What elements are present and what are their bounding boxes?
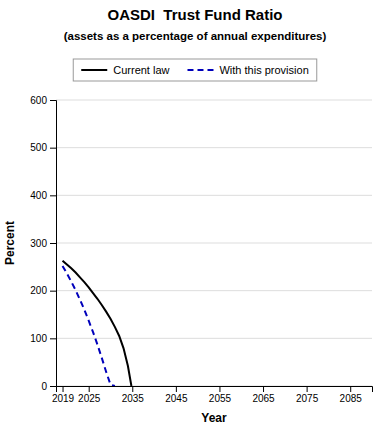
y-axis: 0 100 200 300 400 500 600	[30, 95, 56, 392]
tick: 400	[30, 190, 56, 201]
legend-swatch	[81, 69, 107, 71]
tick-mark	[350, 386, 351, 392]
tick-label: 2065	[252, 393, 275, 404]
tick-mark	[219, 386, 220, 392]
grid	[56, 100, 372, 386]
grid-line	[56, 338, 372, 339]
tick: 100	[30, 333, 56, 344]
grid-line	[56, 290, 372, 291]
grid-line	[56, 195, 372, 196]
tick-mark	[263, 386, 264, 392]
tick-label: 400	[30, 190, 47, 201]
tick-mark	[50, 386, 56, 387]
tick-label: 200	[30, 285, 47, 296]
axis-line	[57, 387, 373, 393]
tick-label: 600	[30, 95, 47, 106]
axis-line	[50, 101, 57, 387]
tick-mark	[132, 386, 133, 392]
legend-item: Current law	[81, 64, 169, 76]
tick-label: 2075	[296, 393, 319, 404]
x-axis-title: Year	[201, 411, 227, 425]
grid-line	[56, 243, 372, 244]
subtitle: (assets as a percentage of annual expend…	[64, 30, 327, 42]
tick: 2065	[252, 386, 275, 404]
tick-mark	[50, 338, 56, 339]
y-axis-title: Percent	[3, 221, 17, 265]
tick-label: 2025	[78, 393, 101, 404]
grid-line	[56, 147, 372, 148]
legend-item: With this provision	[187, 64, 308, 76]
grid-line	[56, 100, 372, 101]
tick: 2085	[340, 386, 363, 404]
tick: 300	[30, 238, 56, 249]
tick: 2075	[296, 386, 319, 404]
tick-mark	[50, 195, 56, 196]
tick: 600	[30, 95, 56, 106]
legend-label: With this provision	[219, 64, 308, 76]
tick-label: 2019	[52, 393, 75, 404]
tick-label: 2035	[122, 393, 145, 404]
tick-label: 300	[30, 238, 47, 249]
tick-label: 2085	[340, 393, 363, 404]
lines	[63, 261, 132, 386]
legend: Current law With this provision	[73, 59, 317, 81]
legend-swatch	[187, 69, 213, 71]
tick-label: 2055	[209, 393, 232, 404]
title: OASDI Trust Fund Ratio	[108, 6, 283, 23]
series-line	[63, 261, 132, 386]
tick-mark	[50, 291, 56, 292]
tick: 500	[30, 142, 56, 153]
tick-label: 2045	[165, 393, 188, 404]
tick-mark	[50, 148, 56, 149]
legend-label: Current law	[113, 64, 169, 76]
tick-mark	[50, 243, 56, 244]
tick: 2055	[209, 386, 232, 404]
tick-mark	[176, 386, 177, 392]
tick-mark	[307, 386, 308, 392]
tick-label: 0	[41, 381, 47, 392]
tick: 2025	[78, 386, 101, 404]
tick-label: 100	[30, 333, 47, 344]
tick-label: 500	[30, 142, 47, 153]
tick: 200	[30, 285, 56, 296]
tick: 2035	[122, 386, 145, 404]
tick-mark	[63, 386, 64, 392]
x-axis: 20192025 2035 2045 2055 2065 2075 2085	[52, 386, 373, 404]
plot-area: 20192025 2035 2045 2055 2065 2075 2085 0 100 200 3…	[30, 95, 372, 404]
tick-mark	[89, 386, 90, 392]
tick-mark	[50, 100, 56, 101]
chart: OASDI Trust Fund Ratio (assets as a perce…	[0, 0, 390, 432]
tick: 2019	[52, 386, 75, 404]
tick: 2045	[165, 386, 188, 404]
legend-frame	[73, 59, 317, 81]
tick: 0	[41, 381, 56, 392]
series-line	[63, 266, 115, 386]
